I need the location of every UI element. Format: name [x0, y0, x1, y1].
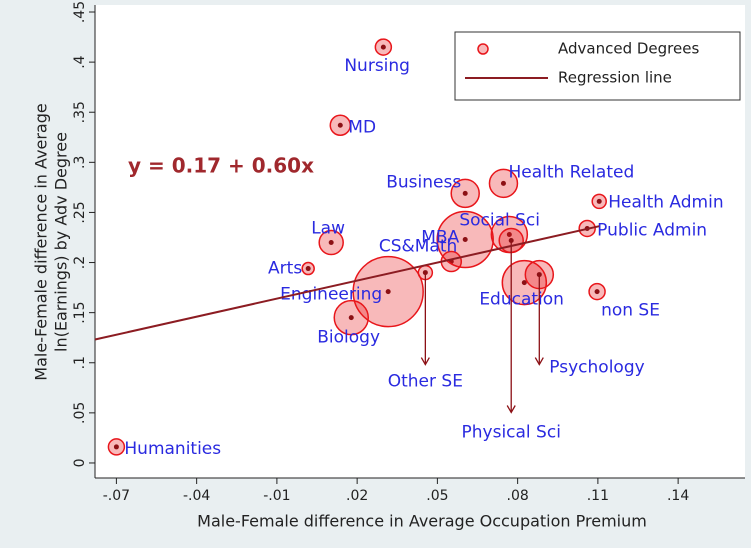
bubble-center [521, 280, 527, 286]
x-tick-label: .08 [507, 488, 529, 504]
bubble-center [462, 190, 468, 196]
bubble-center [113, 444, 119, 450]
point-label: Engineering [280, 285, 382, 305]
y-tick-label: 0 [72, 459, 88, 468]
y-axis-title: ln(Earnings) by Adv Degree [52, 132, 71, 352]
regression-equation: y = 0.17 + 0.60x [128, 154, 314, 178]
point-label: Health Admin [608, 192, 723, 212]
point-label: Biology [317, 328, 380, 348]
point-label: Psychology [549, 358, 644, 378]
arrow-head [506, 405, 516, 414]
legend-box [454, 31, 741, 101]
bubble-center [500, 180, 506, 186]
y-tick-label: .35 [72, 101, 88, 123]
legend-marker [477, 43, 489, 55]
y-tick-label: .4 [72, 55, 88, 68]
x-axis-title: Male-Female difference in Average Occupa… [197, 512, 647, 531]
point-label: MBA [421, 227, 459, 247]
point-label: non SE [601, 301, 660, 321]
point-label: CS&Math [379, 237, 457, 257]
y-tick-label: .3 [72, 156, 88, 169]
bubble-center [305, 266, 311, 272]
y-tick-label: .45 [72, 1, 88, 23]
y-tick-label: .1 [72, 356, 88, 369]
bubble-center [380, 44, 386, 50]
y-axis-title: Male-Female difference in Average [32, 103, 51, 380]
y-tick-label: .25 [72, 201, 88, 223]
y-tick-label: .05 [72, 402, 88, 424]
point-label: MD [348, 117, 376, 137]
point-label: Humanities [124, 439, 221, 459]
legend: Advanced Degrees Regression line [454, 31, 741, 101]
y-tick-label: .15 [72, 302, 88, 324]
point-label: Education [479, 290, 564, 310]
point-label: Arts [268, 259, 302, 279]
x-tick-label: .14 [667, 488, 689, 504]
x-tick-label: .11 [587, 488, 609, 504]
bubble-center [594, 289, 600, 295]
bubble-center [348, 315, 354, 321]
x-tick-label: .02 [346, 488, 368, 504]
bubble-center [596, 198, 602, 204]
x-tick-label: .05 [426, 488, 448, 504]
x-tick-label: -.04 [183, 488, 210, 504]
regression-line [94, 225, 600, 341]
legend-label: Regression line [558, 69, 672, 87]
point-label: Law [311, 219, 345, 239]
point-label: Nursing [344, 56, 410, 76]
bubble-center [462, 236, 468, 242]
point-label: Other SE [388, 372, 463, 392]
y-tick-label: .2 [72, 256, 88, 269]
point-label: Social Sci [459, 210, 540, 230]
arrow-head [534, 357, 544, 366]
point-label: Health Related [508, 162, 634, 182]
arrow-head [420, 357, 430, 366]
point-label: Public Admin [597, 220, 707, 240]
x-tick-label: -.07 [103, 488, 130, 504]
x-tick-label: -.01 [263, 488, 290, 504]
bubble-center [506, 231, 512, 237]
point-label: Business [386, 172, 461, 192]
point-label: Physical Sci [462, 422, 561, 442]
bubble-center [337, 122, 343, 128]
legend-label: Advanced Degrees [558, 40, 699, 58]
bubble-center [385, 289, 391, 295]
bubble-center [328, 240, 334, 246]
